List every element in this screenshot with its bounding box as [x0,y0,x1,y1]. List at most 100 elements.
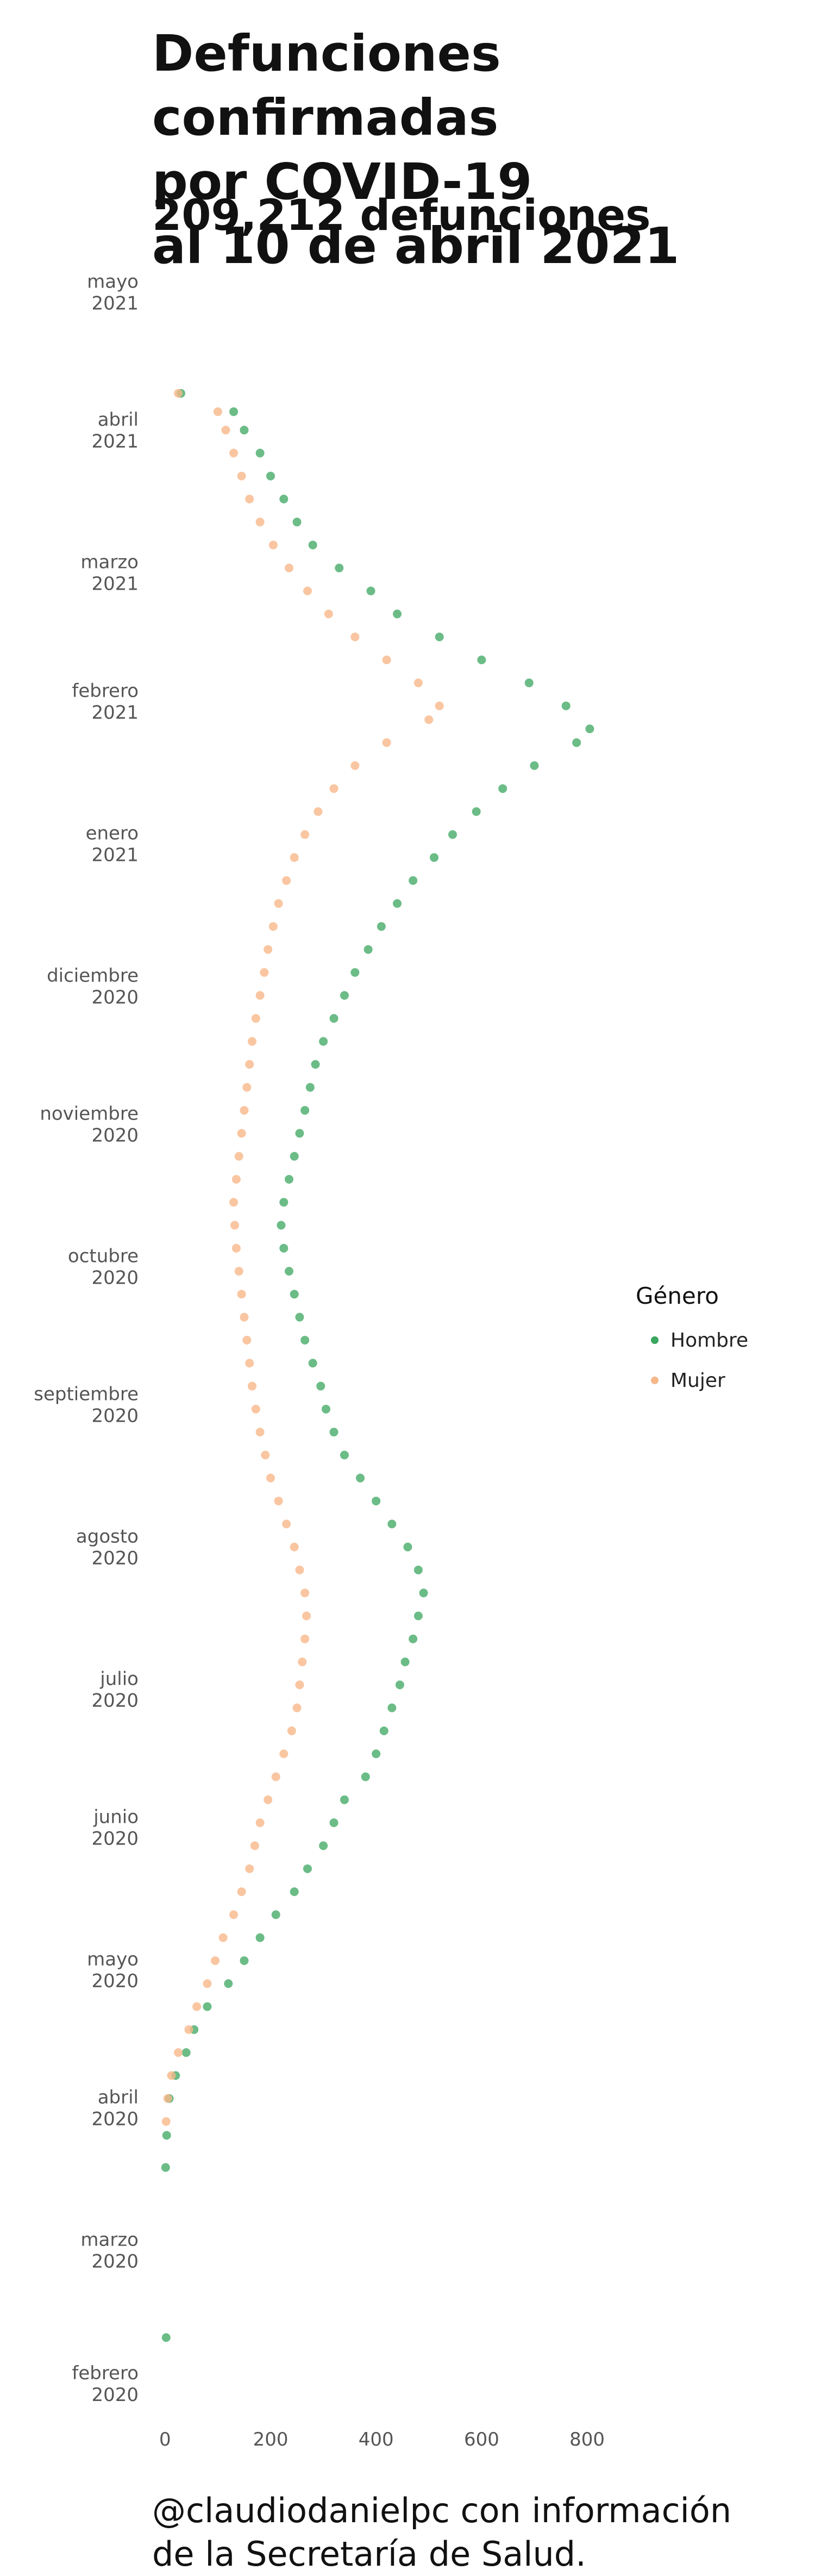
point-mujer-26 [282,1520,291,1529]
point-hombre-51 [340,991,349,1000]
y-tick-label-6: agosto 2020 [76,1526,139,1570]
y-tick-label-2: abril 2020 [91,2086,139,2130]
point-hombre-50 [329,1014,338,1023]
point-mujer-11 [245,1864,254,1873]
point-mujer-53 [274,899,283,908]
point-mujer-12 [250,1841,259,1850]
point-mujer-19 [295,1680,304,1690]
legend-item-hombre: Hombre [636,1320,748,1360]
point-hombre-49 [319,1037,328,1046]
point-mujer-52 [268,922,278,931]
point-hombre-44 [290,1152,299,1161]
y-tick-label-12: febrero 2021 [72,680,139,723]
point-mujer-8 [218,1933,228,1942]
point-mujer-23 [300,1589,310,1598]
point-hombre-61 [530,761,539,770]
point-mujer-64 [382,655,391,665]
title-line-3: al 10 de abril 2021 [152,217,680,275]
point-mujer-55 [290,853,299,862]
point-hombre-57 [430,853,439,862]
x-tick-label-3: 600 [464,2429,499,2450]
y-tick-label-5: julio 2020 [91,1668,139,1712]
point-hombre-1 [161,2163,170,2172]
point-mujer-33 [245,1359,254,1368]
point-hombre-12 [290,1887,299,1896]
point-hombre-26 [413,1565,423,1574]
point-hombre-45 [295,1129,304,1138]
point-mujer-47 [248,1037,257,1046]
point-mujer-16 [279,1749,289,1759]
point-mujer-43 [237,1129,246,1138]
point-mujer-54 [282,876,291,885]
point-hombre-25 [419,1589,428,1598]
point-mujer-24 [295,1565,304,1574]
point-hombre-59 [472,807,481,816]
point-hombre-28 [387,1520,397,1529]
point-mujer-51 [264,945,273,954]
point-hombre-65 [524,678,534,687]
point-hombre-14 [319,1841,328,1850]
x-tick-label-0: 0 [159,2429,171,2450]
point-hombre-31 [340,1450,349,1460]
point-mujer-63 [413,678,423,687]
point-mujer-59 [350,761,360,770]
point-hombre-9 [240,1956,249,1965]
x-tick-label-4: 800 [569,2429,605,2450]
point-mujer-58 [329,784,338,793]
point-mujer-10 [237,1887,246,1896]
point-mujer-44 [240,1106,249,1115]
point-hombre-54 [377,922,386,931]
point-mujer-73 [229,448,239,458]
y-tick-label-8: octubre 2020 [68,1246,139,1289]
point-mujer-74 [221,426,230,435]
point-hombre-40 [279,1243,289,1253]
point-mujer-17 [287,1726,296,1735]
point-mujer-2 [167,2071,176,2080]
point-hombre-20 [387,1703,397,1712]
legend-item-mujer: Mujer [636,1360,748,1400]
point-mujer-21 [300,1634,310,1643]
point-hombre-29 [372,1496,381,1505]
y-tick-label-0: febrero 2020 [72,2362,139,2406]
point-hombre-38 [290,1290,299,1299]
point-mujer-61 [424,715,434,724]
point-mujer-3 [174,2048,183,2057]
y-tick-label-11: enero 2021 [86,823,139,866]
point-hombre-18 [372,1749,381,1759]
point-hombre-33 [321,1404,330,1414]
point-mujer-9 [229,1910,239,1920]
point-mujer-66 [324,609,333,618]
point-mujer-22 [302,1611,311,1621]
point-mujer-38 [231,1243,241,1253]
point-hombre-30 [356,1473,365,1483]
point-hombre-0 [161,2333,171,2342]
point-hombre-35 [308,1359,317,1368]
point-hombre-27 [403,1542,412,1552]
point-hombre-66 [477,655,486,665]
point-hombre-58 [448,830,457,839]
point-hombre-10 [255,1933,265,1942]
x-tick-label-2: 400 [359,2429,394,2450]
point-mujer-20 [298,1657,307,1666]
point-mujer-56 [300,830,310,839]
y-tick-label-10: diciembre 2020 [47,965,139,1009]
point-mujer-1 [163,2094,172,2103]
point-hombre-77 [229,407,239,416]
point-hombre-48 [311,1060,320,1069]
caption: @claudiodanielpc con información de la S… [152,2489,731,2576]
point-hombre-52 [350,968,360,977]
point-hombre-16 [340,1795,349,1804]
point-mujer-70 [255,517,265,527]
point-hombre-63 [585,724,594,734]
point-mujer-0 [161,2117,171,2126]
point-hombre-43 [285,1174,294,1184]
point-mujer-5 [192,2002,202,2011]
point-hombre-19 [379,1726,388,1735]
point-mujer-48 [251,1014,260,1023]
point-hombre-75 [255,448,265,458]
data-points [161,389,594,2342]
y-tick-label-7: septiembre 2020 [34,1383,139,1427]
point-hombre-47 [305,1083,315,1092]
point-mujer-57 [314,807,323,816]
point-mujer-6 [203,1979,212,1988]
